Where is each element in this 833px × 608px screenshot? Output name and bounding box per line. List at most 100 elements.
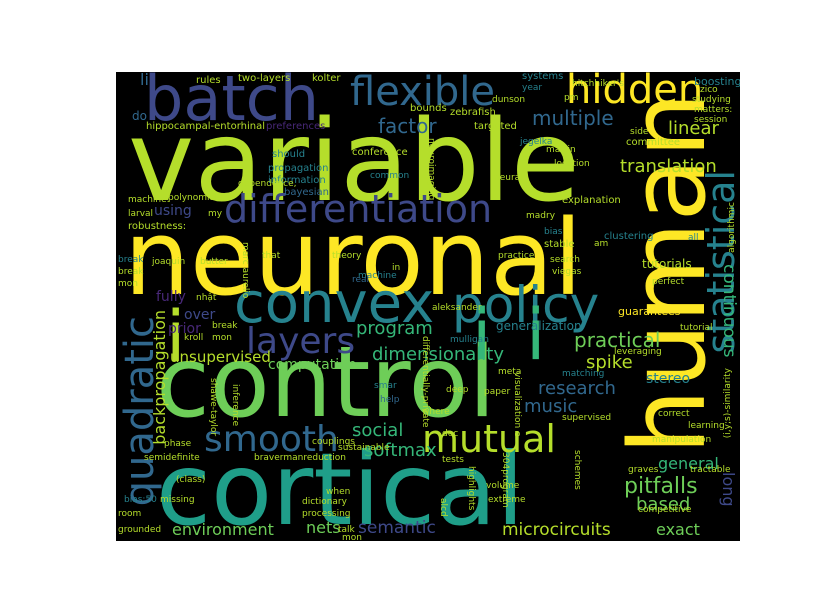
word-convex: convex — [234, 271, 435, 336]
word-sustainable: sustainable — [338, 443, 390, 453]
word-diff-private: differentially-private — [420, 336, 430, 428]
word-prior: prior — [168, 321, 201, 337]
word-practical: practical — [574, 328, 661, 352]
word-music: music — [524, 396, 578, 417]
word-mutual: mutual — [422, 417, 556, 461]
word-marc-aurelio: marc aurelio — [240, 242, 250, 299]
word-variable: variable — [128, 97, 580, 227]
word-polynomials: polynomials, — [168, 193, 226, 203]
word-help: help — [380, 395, 400, 405]
word-deep: deep — [446, 385, 469, 395]
word-mon-2: mon — [212, 333, 232, 343]
word-softmax: softmax — [364, 440, 437, 461]
word-clustering: clustering — [604, 231, 654, 242]
word-hidden: hidden — [566, 72, 704, 113]
word-i-3: i — [526, 294, 546, 376]
word-hitchhikers: hitchhiker's — [572, 79, 624, 89]
word-extreme: extreme — [488, 495, 526, 505]
word-microcircuits: microcircuits — [502, 520, 611, 540]
word-unsupervised: unsupervised — [170, 348, 271, 366]
word-committee: committee — [626, 137, 681, 148]
word-generalization: generalization — [496, 319, 582, 333]
word-mon-1: mon — [118, 279, 138, 289]
word-factor: factor — [378, 114, 437, 138]
word-kolter: kolter — [312, 73, 341, 84]
word-session: session — [694, 115, 728, 125]
word-butter: butter — [200, 257, 228, 267]
word-competitive: competitive — [638, 505, 692, 515]
word-explanation: explanation — [562, 195, 621, 206]
word-neuronal: neuronal — [124, 197, 583, 319]
word-pitfalls: pitfalls — [624, 474, 698, 499]
word-stable: stable — [544, 239, 575, 250]
word-learning: learning — [688, 421, 725, 431]
word-supervised: supervised — [562, 413, 612, 423]
word-backpropagation: backpropagation — [150, 310, 169, 445]
word-phase: phase — [164, 439, 192, 449]
word-environment: environment — [172, 520, 274, 539]
word-spike: spike — [586, 352, 633, 373]
word-bias50: bias:50 — [124, 495, 157, 505]
word-stereo: stereo — [646, 371, 691, 387]
word-two-layers: two-layers — [238, 73, 291, 84]
word-tutorial: tutorial — [680, 323, 713, 333]
word-missing: missing — [160, 495, 195, 505]
word-differentiation: differentiation — [224, 187, 493, 231]
word-conference: conference — [352, 147, 408, 158]
word-alcd: alcd — [438, 498, 448, 517]
word-dec: dec — [442, 429, 459, 439]
word-aleksander: aleksander — [432, 303, 482, 313]
word-am: am — [594, 239, 609, 249]
word-search: search — [550, 255, 580, 265]
word-propagation: propagation — [268, 163, 329, 174]
word-social: social — [352, 420, 404, 441]
word-flexible: flexible — [350, 72, 495, 115]
word-processing: processing — [302, 509, 351, 519]
word-mulligan: mulligan — [450, 335, 489, 345]
word-cloud: variable neuronal control cortical human… — [116, 72, 740, 541]
word-zico: zico — [700, 85, 718, 95]
word-that: that — [262, 251, 281, 261]
word-shawe-taylor: shawe-taylor — [208, 378, 218, 437]
word-joaquin: joaquin — [152, 257, 186, 267]
word-correct: correct — [658, 409, 690, 419]
word-nhat: nhật — [196, 293, 217, 303]
word-location: location — [554, 159, 590, 169]
word-couplings: couplings — [312, 437, 355, 447]
word-general: general — [658, 454, 719, 473]
word-kroll: kroll — [184, 333, 204, 343]
word-dependence: dependence, — [238, 179, 297, 189]
word-should: should — [272, 149, 306, 160]
word-algorithmic: algorithmic — [727, 202, 737, 253]
word-madry: madry — [526, 211, 556, 221]
word-bias: bias — [544, 227, 563, 237]
word-control: control — [156, 326, 496, 440]
word-graves: graves — [628, 465, 659, 475]
word-larval: larval — [128, 209, 154, 219]
word-tutorials: tutorials — [642, 257, 692, 271]
word-studying: studying — [692, 95, 731, 105]
word-matching: matching — [562, 369, 605, 379]
word-matters: matters: — [694, 105, 733, 115]
word-i-1: i — [166, 296, 186, 378]
word-volume: volume — [486, 481, 520, 491]
word-meta: meta — [498, 367, 522, 377]
word-schemes: schemes — [572, 450, 582, 490]
word-highlights: highlights — [466, 466, 476, 511]
word-perfect: perfect — [652, 277, 685, 287]
word-break-2: break — [118, 267, 144, 277]
word-304program: 304program — [500, 452, 510, 508]
word-visualization: visualization e — [512, 372, 522, 437]
word-bounds: bounds — [410, 103, 447, 114]
word-semidefinite: semidefinite — [144, 453, 200, 463]
word-real: real — [352, 275, 370, 285]
word-manipulation: manipulation — [652, 435, 712, 445]
word-mon-3: mon — [342, 533, 362, 542]
word-preferences: preferences — [266, 121, 326, 132]
word-neural: neural — [494, 173, 523, 183]
word-do: do — [132, 109, 147, 123]
word-leveraging: leveraging — [614, 347, 662, 357]
word-in: in — [392, 263, 401, 273]
word-tests: tests — [442, 455, 464, 465]
word-viegas: viegas — [552, 267, 582, 277]
